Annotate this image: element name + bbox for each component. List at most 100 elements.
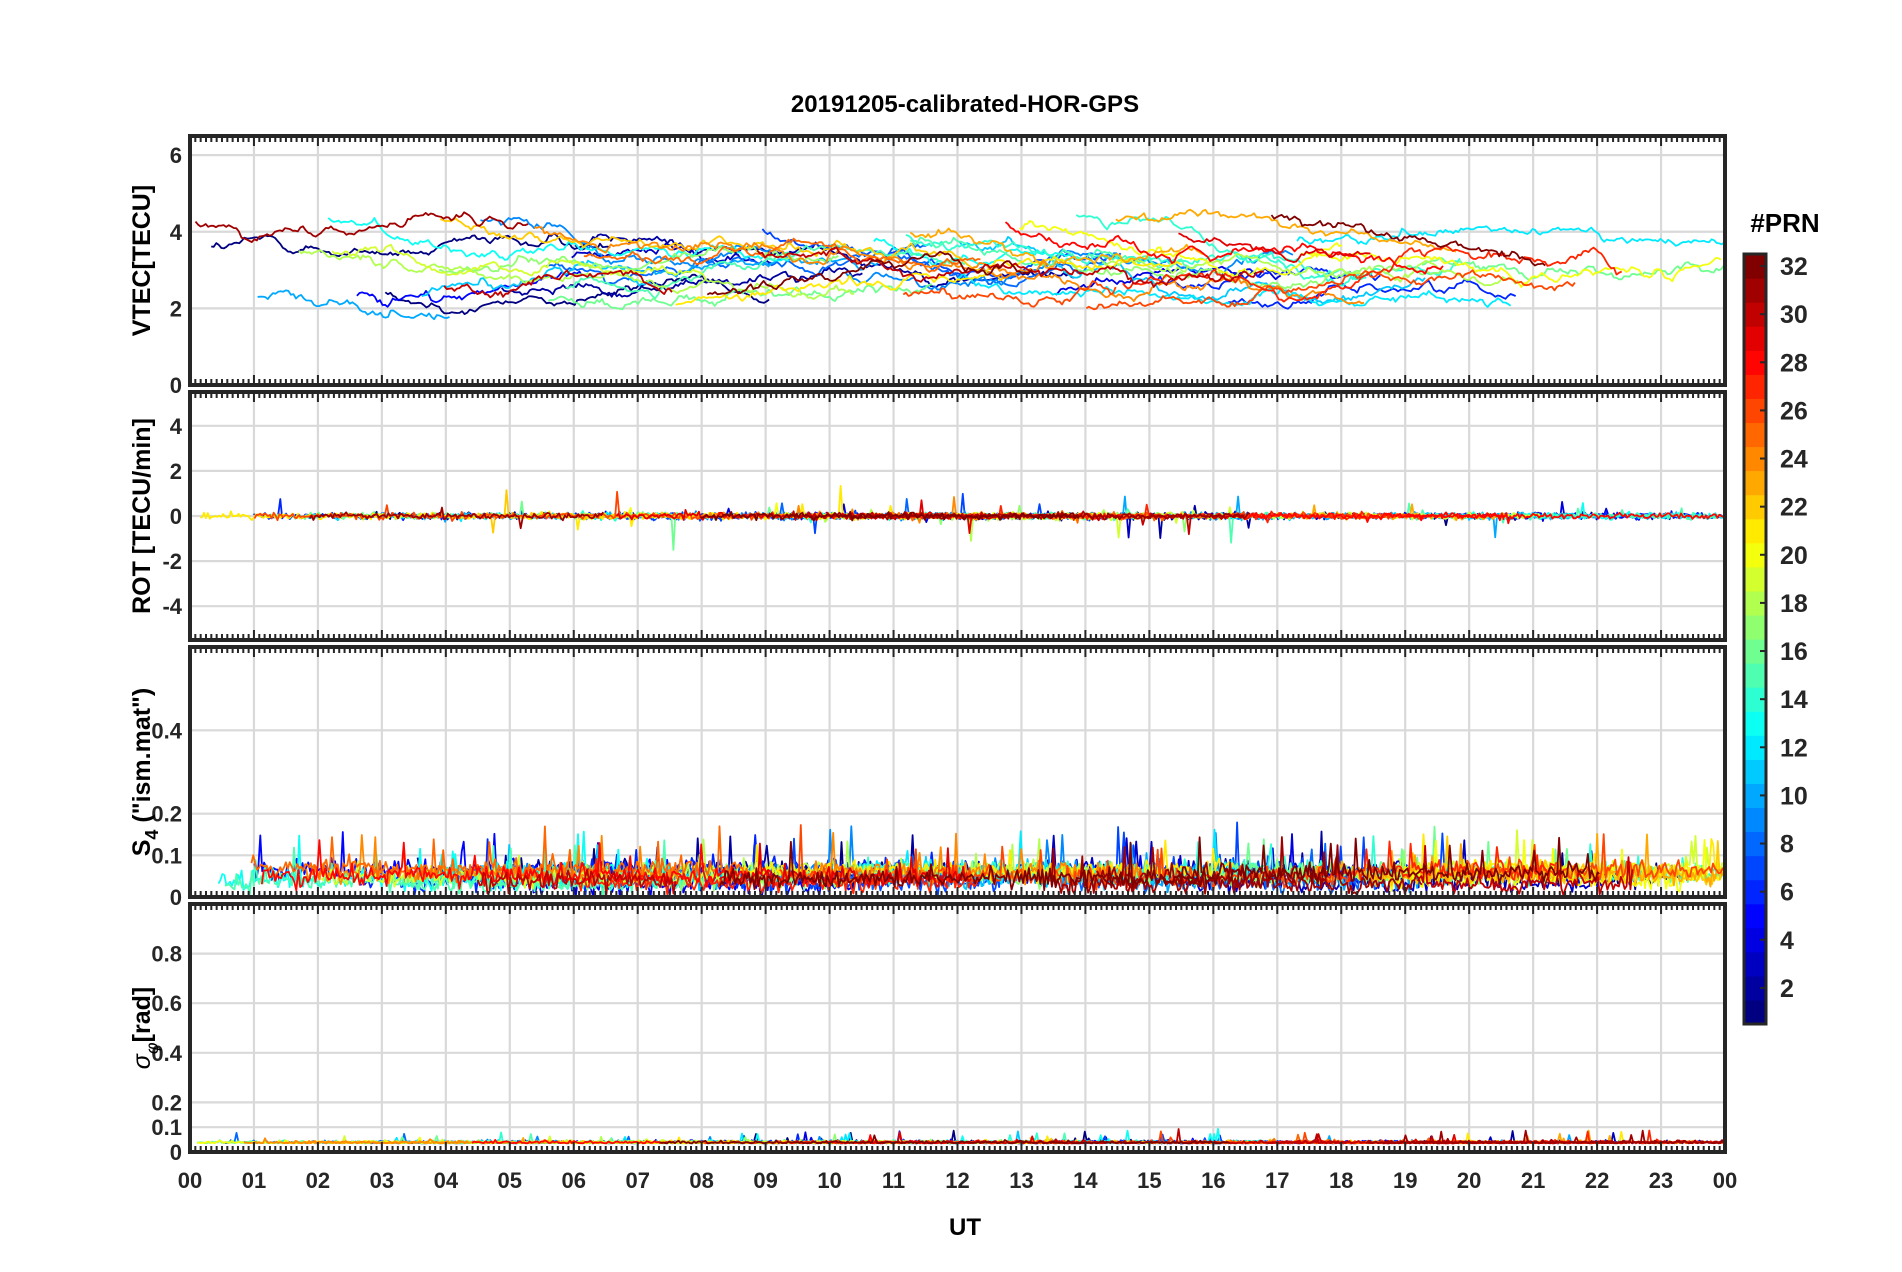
x-tick-label: 06 [562, 1168, 586, 1193]
x-tick-label: 08 [689, 1168, 713, 1193]
series-prn-9 [480, 216, 781, 268]
y-tick-label: 0.4 [151, 1041, 182, 1066]
colorbar-frame [1742, 252, 1768, 1026]
colorbar-swatch [1744, 831, 1766, 857]
series-prn-26 [902, 280, 1117, 308]
colorbar-swatch [1744, 951, 1766, 977]
y-tick-label: 6 [170, 143, 182, 168]
series-prn-31 [194, 211, 529, 243]
series-prn-23 [1115, 208, 1457, 253]
x-tick-label: 17 [1265, 1168, 1289, 1193]
series-prn-30 [476, 868, 677, 896]
series-prn-24 [987, 270, 1365, 305]
x-tick-label: 09 [753, 1168, 777, 1193]
colorbar-tick-label: 30 [1780, 301, 1808, 329]
y-tick-label: 4 [170, 220, 183, 245]
colorbar-swatch [1744, 518, 1766, 544]
x-tick-label: 18 [1329, 1168, 1353, 1193]
series-prn-27 [1122, 244, 1623, 303]
y-tick-label: 0 [170, 885, 182, 910]
colorbar-swatch [1744, 398, 1766, 424]
series-prn-13 [327, 217, 789, 262]
panel-s4-series [217, 821, 1726, 898]
series-prn-32 [1270, 214, 1546, 267]
series-prn-19 [331, 243, 707, 280]
series-prn-2 [501, 266, 863, 298]
x-tick-label: 15 [1137, 1168, 1161, 1193]
series-prn-29 [1178, 232, 1371, 263]
series-prn-28 [1004, 221, 1444, 275]
chart-title: 20191205-calibrated-HOR-GPS [791, 91, 1139, 118]
colorbar-swatch [1744, 614, 1766, 640]
x-tick-label: 13 [1009, 1168, 1033, 1193]
panel-vtec-series [194, 208, 1725, 321]
panel-sigma_phi: 00.10.2 0.4 0.6 0.8 σφ[rad] [128, 902, 1727, 1165]
y-axis-label: σφ[rad] [128, 987, 162, 1069]
colorbar-tick-label: 22 [1780, 494, 1808, 522]
series-prn-24 [243, 1137, 469, 1145]
x-tick-label: 16 [1201, 1168, 1225, 1193]
y-tick-label: -4 [162, 594, 182, 619]
series-prn-15 [565, 243, 966, 300]
colorbar-swatch [1744, 663, 1766, 688]
colorbar-swatch [1744, 494, 1766, 520]
y-tick-label: 2 [170, 459, 182, 484]
colorbar-swatch [1744, 807, 1766, 833]
panel-rot-series [200, 485, 1726, 551]
x-tick-label: 19 [1393, 1168, 1417, 1193]
colorbar-swatch [1744, 687, 1766, 712]
series-prn-6 [1226, 278, 1517, 310]
series-prn-32 [659, 1134, 1230, 1145]
panel-rot: -4 -2 0 2 4 ROT [TECU/min] [128, 390, 1727, 642]
series-prn-12 [957, 272, 1512, 308]
series-prn-23 [909, 227, 1205, 269]
y-axis-label: ROT [TECU/min] [128, 418, 156, 614]
colorbar-tick-label: 16 [1780, 638, 1808, 666]
series-prn-8 [888, 252, 1107, 288]
x-tick-label: 03 [370, 1168, 394, 1193]
series-prn-20 [1300, 251, 1722, 288]
series-prn-28 [1240, 511, 1505, 523]
series-prn-30 [756, 246, 1265, 288]
x-tick-label: 00 [178, 1168, 202, 1193]
y-tick-label: 0.2 [151, 802, 182, 827]
colorbar-tick-label: 10 [1780, 782, 1808, 810]
y-tick-label: 4 [170, 414, 183, 439]
series-prn-32 [700, 510, 1080, 522]
colorbar-swatch [1744, 975, 1766, 1001]
x-tick-label: 22 [1585, 1168, 1609, 1193]
colorbar-swatch [1744, 735, 1766, 760]
series-prn-18 [1100, 253, 1519, 287]
series-prn-32 [1176, 836, 1600, 887]
colorbar-swatch [1744, 903, 1766, 929]
x-tick-label: 14 [1073, 1168, 1098, 1193]
colorbar-tick-label: 2 [1780, 975, 1794, 1003]
colorbar-swatch [1744, 639, 1766, 664]
y-tick-label: 0.6 [151, 991, 182, 1016]
y-tick-label: 0.4 [151, 718, 182, 743]
colorbar-title: #PRN [1750, 208, 1819, 238]
colorbar-swatch [1744, 855, 1766, 881]
x-tick-label: 02 [306, 1168, 330, 1193]
x-tick-label: 21 [1521, 1168, 1545, 1193]
series-prn-30 [443, 269, 673, 299]
colorbar-swatch [1744, 711, 1766, 736]
series-prn-31 [308, 506, 604, 530]
colorbar-swatch [1744, 278, 1766, 303]
series-prn-26 [1085, 269, 1576, 311]
x-tick-label: 10 [817, 1168, 841, 1193]
y-tick-label: 2 [170, 296, 182, 321]
colorbar-swatch [1744, 590, 1766, 616]
y-axis-label: VTEC[TECU] [128, 185, 156, 336]
series-prn-10 [257, 289, 450, 321]
x-tick-label: 05 [498, 1168, 522, 1193]
x-tick-label: 12 [945, 1168, 969, 1193]
series-prn-18 [298, 249, 855, 300]
colorbar-swatch [1744, 783, 1766, 809]
x-tick-label: 07 [625, 1168, 649, 1193]
colorbar-tick-label: 26 [1780, 397, 1808, 425]
colorbar-swatch [1744, 350, 1766, 375]
